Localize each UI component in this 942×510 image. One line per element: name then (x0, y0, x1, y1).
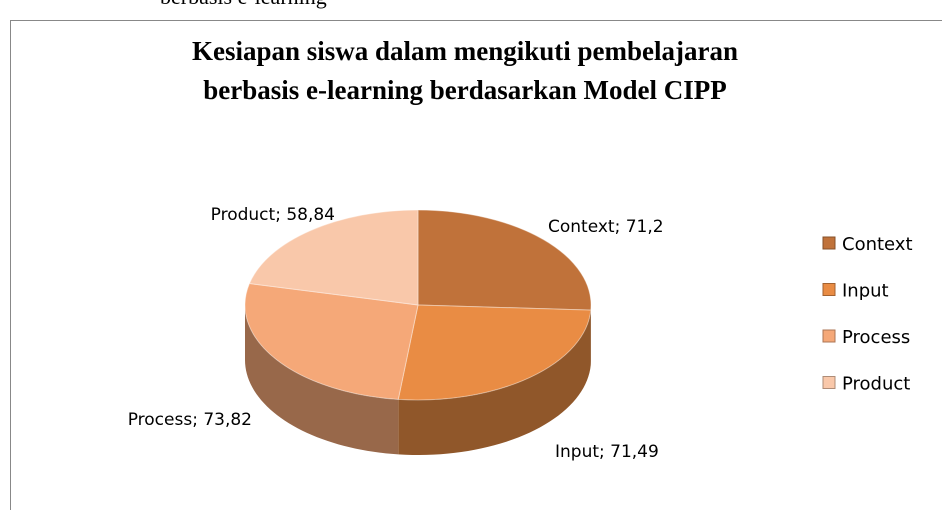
legend-swatch (822, 329, 836, 343)
legend-label: Process (842, 327, 910, 348)
pie-side (245, 305, 399, 455)
chart-title: berbasis e-learning berdasarkan Model CI… (203, 75, 727, 105)
data-label: Process; 73,82 (128, 410, 252, 430)
legend-swatch (822, 236, 836, 250)
pie-slice (397, 304, 592, 401)
data-label: Context; 71,2 (548, 217, 664, 237)
chart-title: Kesiapan siswa dalam mengikuti pembelaja… (192, 36, 738, 66)
legend-swatch (822, 283, 836, 296)
pie-side (398, 310, 591, 455)
caption-fragment: berbasis e-learning (160, 0, 327, 9)
pie-slice (244, 282, 419, 400)
data-label: Input; 71,49 (555, 442, 659, 462)
pie-slice (417, 209, 592, 311)
legend-swatch (822, 376, 836, 389)
legend-label: Input (842, 281, 889, 302)
legend-label: Context (842, 234, 913, 255)
data-label: Product; 58,84 (211, 205, 335, 225)
legend-label: Product (842, 374, 910, 395)
pie-slice (248, 209, 419, 306)
